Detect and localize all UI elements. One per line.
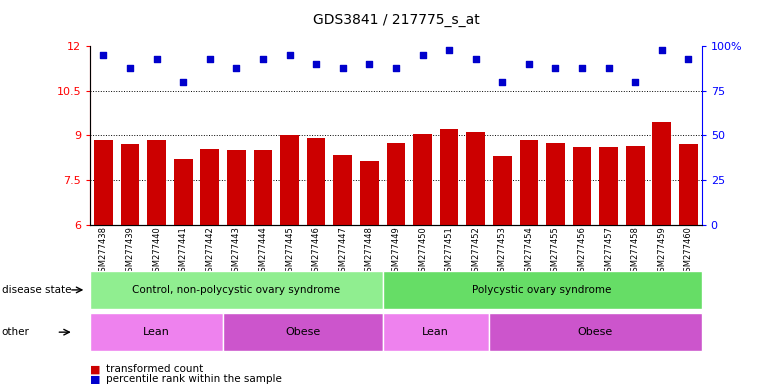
Bar: [599, 147, 618, 225]
Text: disease state: disease state: [2, 285, 71, 295]
Text: Obese: Obese: [285, 327, 321, 337]
Text: GDS3841 / 217775_s_at: GDS3841 / 217775_s_at: [313, 13, 479, 27]
Point: [336, 65, 349, 71]
Bar: [546, 143, 564, 225]
Point: [283, 52, 296, 58]
Point: [390, 65, 402, 71]
Point: [443, 46, 456, 53]
Bar: [94, 140, 113, 225]
Text: Obese: Obese: [578, 327, 613, 337]
Text: Lean: Lean: [423, 327, 449, 337]
Point: [575, 65, 588, 71]
Text: ■: ■: [90, 374, 100, 384]
Point: [177, 79, 190, 85]
Point: [496, 79, 509, 85]
Bar: [174, 159, 193, 225]
Point: [682, 56, 695, 62]
Bar: [652, 122, 671, 225]
Bar: [679, 144, 698, 225]
Point: [416, 52, 429, 58]
Point: [655, 46, 668, 53]
Bar: [360, 161, 379, 225]
Point: [470, 56, 482, 62]
Bar: [147, 140, 166, 225]
Point: [310, 61, 322, 67]
Text: percentile rank within the sample: percentile rank within the sample: [106, 374, 281, 384]
Point: [629, 79, 641, 85]
Bar: [387, 143, 405, 225]
Point: [124, 65, 136, 71]
Bar: [626, 146, 644, 225]
Point: [523, 61, 535, 67]
Bar: [280, 136, 299, 225]
Bar: [493, 156, 512, 225]
Bar: [413, 134, 432, 225]
Point: [363, 61, 376, 67]
Point: [256, 56, 269, 62]
Bar: [227, 150, 245, 225]
Bar: [440, 129, 459, 225]
Point: [97, 52, 110, 58]
Text: other: other: [2, 327, 30, 337]
Bar: [466, 132, 485, 225]
Point: [230, 65, 243, 71]
Text: transformed count: transformed count: [106, 364, 203, 374]
Point: [151, 56, 163, 62]
Bar: [121, 144, 140, 225]
Text: Polycystic ovary syndrome: Polycystic ovary syndrome: [473, 285, 612, 295]
Point: [602, 65, 615, 71]
Bar: [307, 138, 325, 225]
Text: ■: ■: [90, 364, 100, 374]
Bar: [201, 149, 219, 225]
Text: Control, non-polycystic ovary syndrome: Control, non-polycystic ovary syndrome: [132, 285, 340, 295]
Bar: [573, 147, 591, 225]
Bar: [333, 155, 352, 225]
Point: [549, 65, 561, 71]
Text: Lean: Lean: [143, 327, 170, 337]
Bar: [254, 150, 272, 225]
Point: [204, 56, 216, 62]
Bar: [520, 140, 538, 225]
